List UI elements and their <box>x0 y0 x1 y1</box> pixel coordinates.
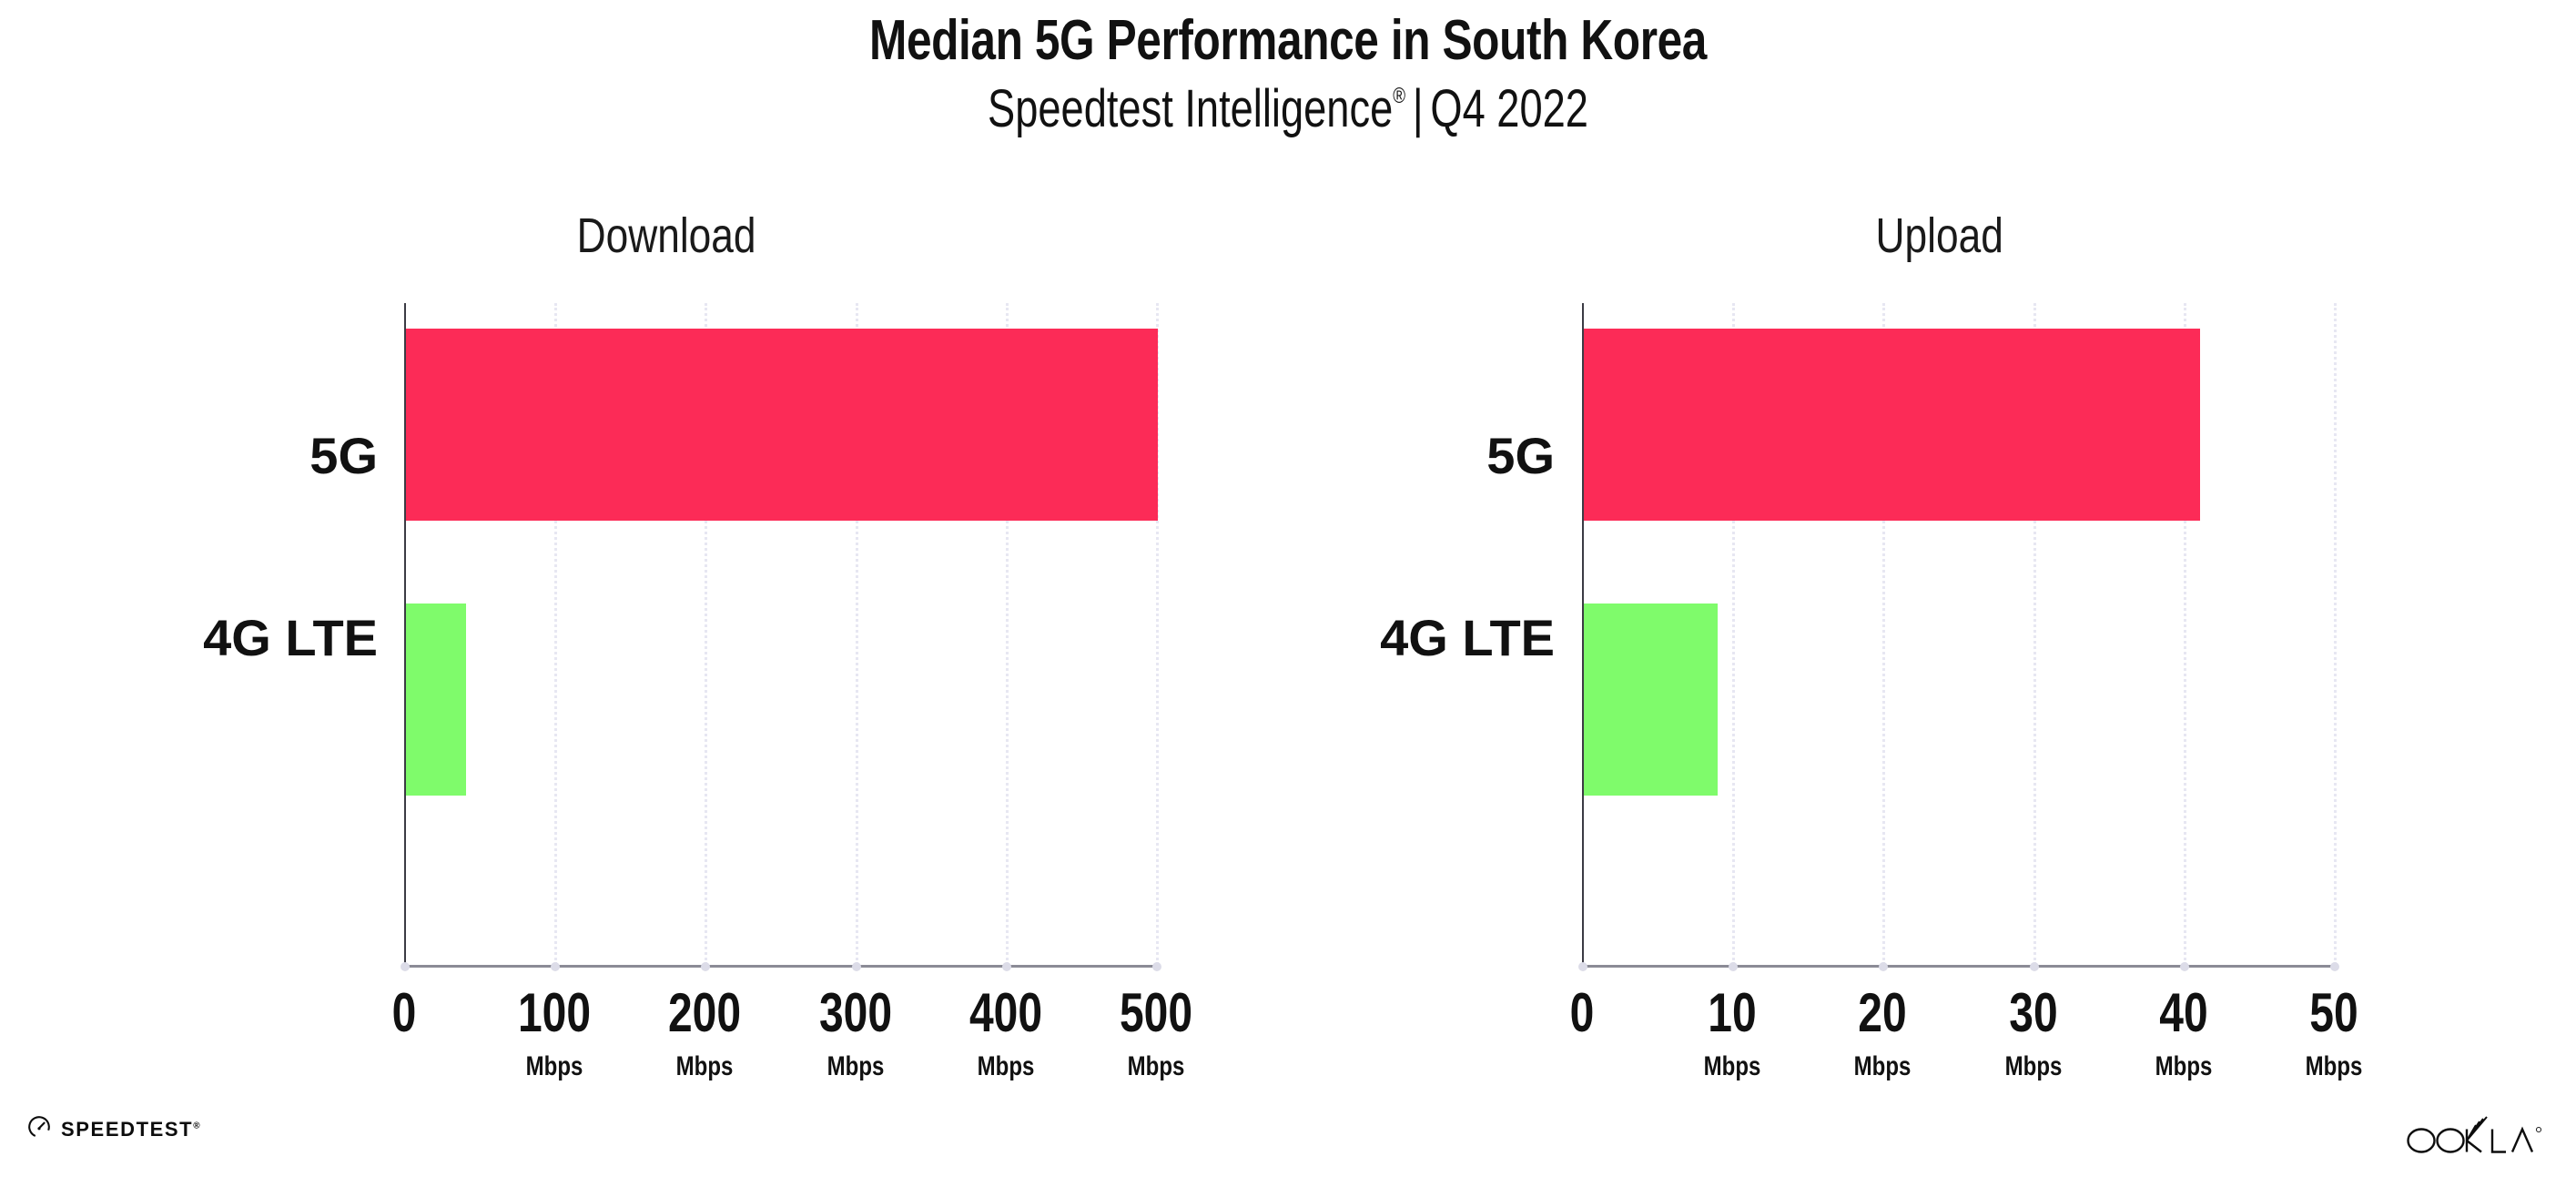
gridline <box>1882 303 1888 965</box>
gridline <box>2033 303 2039 965</box>
upload-chart-title: Upload <box>1875 208 2003 263</box>
axis-tick-dot <box>1578 962 1587 971</box>
bar-upload-5g <box>1584 329 2201 521</box>
x-tick-unit: Mbps <box>676 1051 734 1081</box>
category-label-4glte-upload: 4G LTE <box>1380 609 1555 666</box>
ookla-logo <box>2403 1113 2549 1160</box>
gridline <box>855 303 861 965</box>
subtitle-separator: | <box>1412 79 1424 138</box>
registered-trademark-icon: ® <box>193 1121 202 1131</box>
x-tick-value: 50 <box>2309 982 2358 1043</box>
gridline <box>2183 303 2189 965</box>
x-tick-unit: Mbps <box>1703 1051 1761 1081</box>
upload-chart-panel: Upload 5G 4G LTE 0 10 Mbps 20 Mbps 30 Mbps 40 Mb… <box>1288 208 2576 1080</box>
axis-tick-dot <box>2179 962 2189 971</box>
download-chart-panel: Download 5G 4G LTE 0 100 Mbps 200 Mbps 300 Mbp… <box>0 208 1288 1080</box>
axis-tick-dot <box>1879 962 1889 971</box>
x-tick-unit: Mbps <box>1127 1051 1185 1081</box>
bar-download-5g <box>406 329 1158 521</box>
x-tick-label: 100 Mbps <box>509 986 600 1080</box>
x-tick-label: 300 Mbps <box>810 986 901 1080</box>
registered-trademark-icon: ® <box>1393 83 1406 108</box>
x-tick-label: 0 <box>1567 986 1597 1053</box>
axis-tick-dot <box>551 962 561 971</box>
gridline <box>2334 303 2339 965</box>
x-tick-label: 40 Mbps <box>2148 986 2219 1080</box>
bar-upload-4g <box>1584 604 1719 796</box>
x-axis-tick-labels-upload: 0 10 Mbps 20 Mbps 30 Mbps 40 Mbps 50 Mbps <box>1570 986 2363 1113</box>
x-tick-value: 30 <box>2008 982 2058 1043</box>
speedtest-label: SPEEDTEST <box>61 1117 194 1141</box>
axis-tick-dot <box>401 962 410 971</box>
upload-plot-area <box>1578 303 2339 971</box>
speedometer-icon <box>27 1115 51 1143</box>
chart-subtitle: Speedtest Intelligence® | Q4 2022 <box>283 79 2292 138</box>
x-tick-value: 100 <box>518 982 592 1043</box>
x-tick-value: 0 <box>391 982 417 1043</box>
x-tick-value: 200 <box>668 982 742 1043</box>
axis-tick-dot <box>2330 962 2339 971</box>
download-chart-title: Download <box>576 208 756 263</box>
x-tick-unit: Mbps <box>2155 1051 2213 1081</box>
speedtest-logo: SPEEDTEST® <box>27 1115 201 1143</box>
x-tick-value: 500 <box>1119 982 1193 1043</box>
x-tick-label: 500 Mbps <box>1111 986 1202 1080</box>
gridline <box>1732 303 1738 965</box>
ookla-k-rays-icon <box>2403 1113 2549 1160</box>
x-axis-line <box>404 965 1156 968</box>
y-axis-line <box>1582 303 1584 968</box>
gridline <box>554 303 560 965</box>
x-tick-label: 200 Mbps <box>659 986 750 1080</box>
speedtest-wordmark: SPEEDTEST® <box>61 1118 201 1141</box>
charts-container: Download 5G 4G LTE 0 100 Mbps 200 Mbps 300 Mbp… <box>0 208 2576 1080</box>
axis-tick-dot <box>1729 962 1739 971</box>
axis-tick-dot <box>701 962 711 971</box>
gridline <box>705 303 710 965</box>
axis-tick-dot <box>1001 962 1011 971</box>
x-tick-value: 10 <box>1708 982 1757 1043</box>
x-tick-label: 0 <box>389 986 419 1053</box>
x-tick-unit: Mbps <box>977 1051 1035 1081</box>
bar-download-4g <box>406 604 467 796</box>
x-tick-label: 20 Mbps <box>1847 986 1918 1080</box>
x-tick-value: 300 <box>818 982 892 1043</box>
x-tick-unit: Mbps <box>525 1051 583 1081</box>
category-label-5g-download: 5G <box>309 427 378 484</box>
subtitle-product: Speedtest Intelligence <box>988 79 1394 138</box>
x-tick-unit: Mbps <box>827 1051 884 1081</box>
axis-tick-dot <box>1152 962 1161 971</box>
x-tick-unit: Mbps <box>1854 1051 1912 1081</box>
x-tick-unit: Mbps <box>2004 1051 2062 1081</box>
chart-header: Median 5G Performance in South Korea Spe… <box>0 0 2576 137</box>
axis-tick-dot <box>2029 962 2039 971</box>
x-tick-label: 400 Mbps <box>960 986 1051 1080</box>
category-label-5g-upload: 5G <box>1486 427 1555 484</box>
footer: SPEEDTEST® <box>0 1097 2576 1197</box>
category-label-4glte-download: 4G LTE <box>203 609 378 666</box>
x-tick-label: 30 Mbps <box>1997 986 2068 1080</box>
gridline <box>1005 303 1011 965</box>
x-tick-value: 40 <box>2159 982 2208 1043</box>
x-tick-value: 20 <box>1858 982 1908 1043</box>
x-tick-label: 50 Mbps <box>2298 986 2369 1080</box>
x-axis-tick-labels-download: 0 100 Mbps 200 Mbps 300 Mbps 400 Mbps 500 Mbps <box>392 986 1192 1113</box>
download-plot-area <box>401 303 1161 971</box>
page-title: Median 5G Performance in South Korea <box>869 9 1707 72</box>
x-tick-unit: Mbps <box>2305 1051 2363 1081</box>
axis-tick-dot <box>851 962 861 971</box>
x-tick-label: 10 Mbps <box>1697 986 1768 1080</box>
x-axis-line <box>1582 965 2334 968</box>
x-tick-value: 0 <box>1569 982 1595 1043</box>
y-axis-line <box>404 303 406 968</box>
subtitle-period: Q4 2022 <box>1430 79 1588 138</box>
gridline <box>1156 303 1161 965</box>
x-tick-value: 400 <box>969 982 1042 1043</box>
